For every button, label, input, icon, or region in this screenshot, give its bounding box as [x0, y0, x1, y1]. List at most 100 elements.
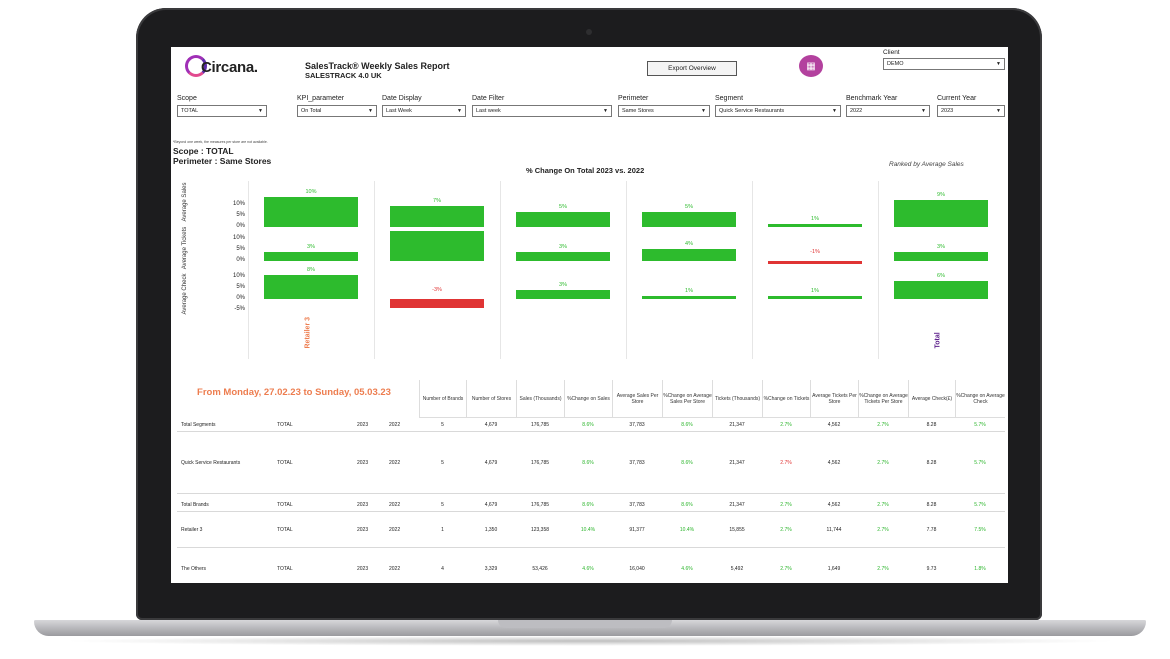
filter-dropdown[interactable]: Same Stores ▼ [618, 105, 710, 117]
chart-bar [768, 224, 862, 227]
chart-bar [516, 252, 610, 261]
table-cell: 8.28 [926, 502, 937, 508]
column-header: Average Check(£) [908, 380, 955, 418]
row-benchmark: 2022 [389, 460, 401, 466]
axis-tick: 10% [232, 272, 245, 279]
chart-bar [642, 212, 736, 227]
column-header: %Change on Average Sales Per Store [662, 380, 712, 418]
row-scope: TOTAL [277, 527, 293, 533]
table-cell: 37,783 [629, 460, 645, 466]
column-header: Number of Brands [419, 380, 466, 418]
chart-bar [516, 212, 610, 227]
table-cell: 8.28 [926, 422, 937, 428]
filter-dropdown[interactable]: On Total ▼ [297, 105, 377, 117]
table-cell: 2.7% [780, 566, 792, 572]
table-cell: 8.6% [582, 422, 594, 428]
table-cell: 1,350 [484, 527, 498, 533]
table-cell: 2.7% [780, 422, 792, 428]
table-cell: 2.7% [780, 460, 792, 466]
table-cell: 1 [441, 527, 444, 533]
table-cell: 5 [441, 460, 444, 466]
row-divider [177, 511, 1005, 512]
table-cell: 3,329 [484, 566, 498, 572]
scope-summary: Scope : TOTAL [173, 146, 234, 156]
bar-data-label: 4% [685, 241, 693, 247]
logo-text: Circana. [201, 59, 258, 76]
filter-label: Segment [715, 95, 744, 102]
table-cell: 37,783 [629, 422, 645, 428]
axis-tick: 10% [232, 234, 245, 241]
bar-data-label: 9% [937, 192, 945, 198]
filter-value: 2022 [850, 108, 863, 114]
column-header: Average Tickets Per Store [810, 380, 858, 418]
filter-value: TOTAL [181, 108, 199, 114]
row-label: Average Check [182, 273, 188, 315]
filter-dropdown[interactable]: TOTAL ▼ [177, 105, 267, 117]
bar-data-label: 3% [559, 282, 567, 288]
export-overview-button[interactable]: Export Overview [647, 61, 737, 76]
table-cell: 5.7% [974, 460, 986, 466]
filter-dropdown[interactable]: 2023 ▼ [937, 105, 1005, 117]
note-text: *Beyond one week, the measures per store… [173, 140, 268, 144]
table-cell: 4,562 [827, 422, 841, 428]
column-label: Total [934, 332, 942, 349]
table-cell: 8.6% [681, 460, 693, 466]
column-header: %Change on Tickets [762, 380, 810, 418]
filter-label: Current Year [937, 95, 977, 102]
table-cell: 1,649 [827, 566, 841, 572]
chart-bar [264, 197, 358, 227]
filter-dropdown[interactable]: Quick Service Restaurants ▼ [715, 105, 841, 117]
chart-panel [374, 181, 498, 359]
filter-value: Quick Service Restaurants [719, 108, 785, 114]
row-year: 2023 [357, 502, 369, 508]
table-cell: 2.7% [780, 502, 792, 508]
column-label: Retailer 3 [304, 316, 312, 349]
chart-bar [264, 275, 358, 299]
axis-tick: 0% [236, 295, 245, 301]
table-cell: 2.7% [780, 527, 792, 533]
dashboard-screen: Circana. SalesTrack® Weekly Sales Report… [171, 47, 1008, 583]
bar-data-label: 5% [559, 204, 567, 210]
store-icon[interactable]: ▦ [799, 55, 823, 77]
table-cell: 7.5% [974, 527, 986, 533]
row-name: Retailer 3 [181, 527, 203, 533]
bar-data-label: 8% [307, 267, 315, 273]
column-header: %Change on Average Check [955, 380, 1005, 418]
circana-logo-icon [185, 55, 207, 77]
row-divider [177, 431, 1005, 432]
table-cell: 9.73 [926, 566, 937, 572]
filter-dropdown[interactable]: 2022 ▼ [846, 105, 930, 117]
column-header: Average Sales Per Store [612, 380, 662, 418]
table-cell: 123,358 [530, 527, 550, 533]
table-cell: 176,785 [530, 422, 550, 428]
table-cell: 5 [441, 422, 444, 428]
chart-bar [390, 206, 484, 227]
chart-title: % Change On Total 2023 vs. 2022 [526, 166, 645, 175]
table-cell: 8.6% [681, 502, 693, 508]
chart-panel [626, 181, 750, 359]
chart-panel [500, 181, 624, 359]
filter-dropdown[interactable]: Last week ▼ [472, 105, 612, 117]
table-cell: 5.7% [974, 502, 986, 508]
table-cell: 2.7% [877, 566, 889, 572]
laptop-notch [498, 620, 672, 628]
client-dropdown[interactable]: DEMO ▼ [883, 58, 1005, 70]
axis-tick: 5% [236, 211, 245, 218]
perimeter-summary: Perimeter : Same Stores [173, 156, 272, 166]
row-year: 2023 [357, 566, 369, 572]
filter-dropdown[interactable]: Last Week ▼ [382, 105, 466, 117]
chart-bar [642, 249, 736, 261]
axis-tick: -5% [234, 306, 245, 313]
table-cell: 91,377 [629, 527, 645, 533]
row-name: The Others [181, 566, 207, 572]
row-benchmark: 2022 [389, 422, 401, 428]
chart-bar [768, 261, 862, 264]
client-value: DEMO [887, 61, 904, 67]
bar-data-label: 7% [433, 198, 441, 204]
camera-icon [586, 29, 592, 35]
row-scope: TOTAL [277, 502, 293, 508]
axis-tick: 5% [236, 245, 245, 252]
laptop-shadow [60, 636, 1120, 646]
chart-bar [894, 281, 988, 299]
bar-data-label: 10% [431, 223, 443, 229]
